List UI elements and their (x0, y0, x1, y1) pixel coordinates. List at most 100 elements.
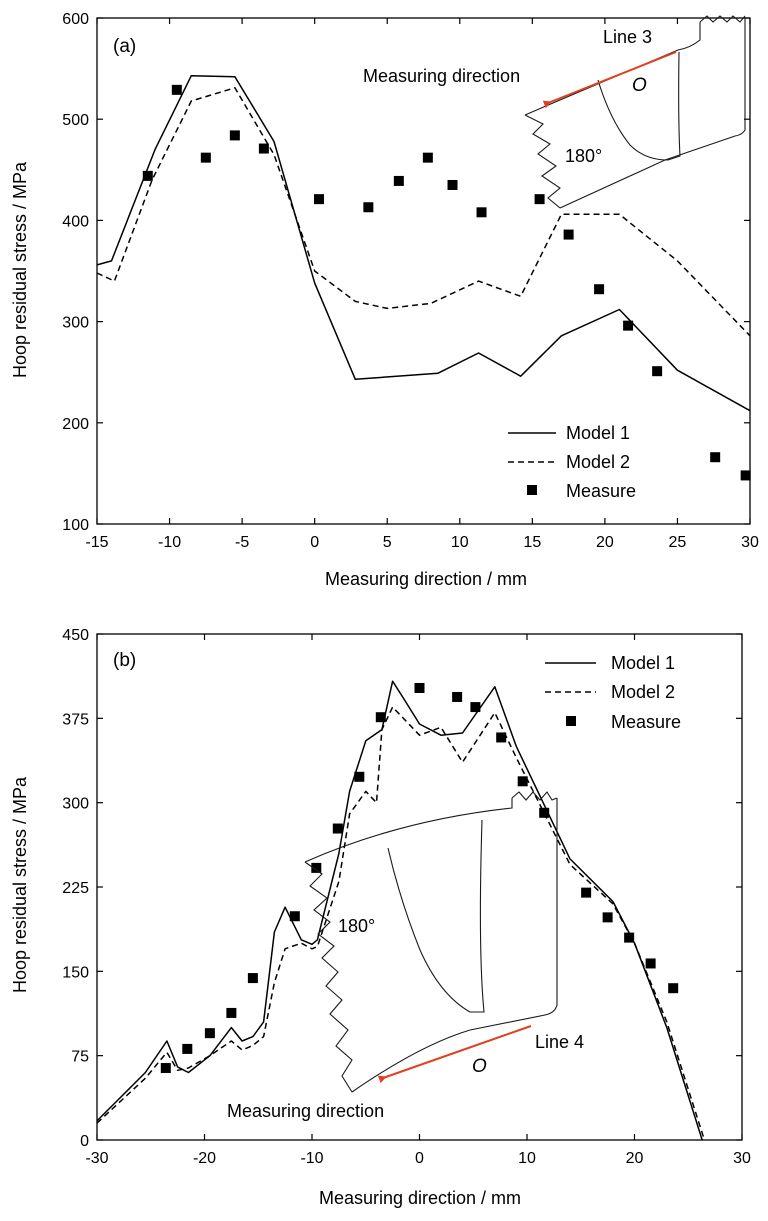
panel-b-measure-point (452, 691, 463, 702)
panel-b-sketch-right-edge (351, 798, 558, 1093)
panel-a-sketch-right-edge (559, 18, 746, 209)
panel-a-model-2-line (96, 87, 751, 337)
panel-a: -15 -10 -5 0 5 10 15 20 25 30 100 200 300 400 500 600 (… (10, 11, 759, 589)
panel-a-sketch-top-zigzag (699, 15, 746, 23)
panel-b-legend-measure-swatch (566, 716, 576, 726)
panel-b-series (96, 680, 706, 1141)
panel-a-label: (a) (113, 36, 136, 57)
panel-a-x-tick-label: 30 (741, 534, 759, 551)
panel-b-measure-point (354, 771, 365, 782)
panel-a-y-tick-label: 400 (62, 213, 89, 230)
panel-a-sketch-weld-bead (597, 51, 681, 161)
panel-b-sketch-top-zigzag (511, 791, 558, 801)
panel-a-measure-point (476, 207, 487, 218)
panel-a-measure-point (594, 284, 605, 295)
panel-b-y-axis-title: Hoop residual stress / MPa (10, 776, 30, 993)
panel-b-y-tick-label: 225 (62, 880, 89, 897)
panel-b-measure-point (311, 862, 322, 873)
panel-b-x-tick-label: 0 (415, 1150, 424, 1167)
panel-b-measure-point (375, 712, 386, 723)
panel-b-measure-point (160, 1063, 171, 1074)
panel-a-legend: Model 1 Model 2 Measure (508, 423, 636, 501)
panel-a-measure-point (314, 194, 325, 205)
panel-b-inset-angle-label: 180° (338, 916, 375, 936)
panel-b-x-tick-label: 10 (518, 1150, 536, 1167)
panel-a-measure-point (393, 175, 404, 186)
panel-a-x-tick-label: 10 (451, 534, 469, 551)
panel-a-plot-frame (96, 17, 751, 525)
panel-a-x-tick-label: 15 (523, 534, 541, 551)
panel-b-x-tick-label: 30 (733, 1150, 751, 1167)
panel-b-inset-line-label: Line 4 (535, 1032, 584, 1052)
panel-b-legend-model1: Model 1 (611, 653, 675, 673)
panel-a-legend-model2: Model 2 (566, 452, 630, 472)
panel-a-sketch-upper-edge (524, 22, 701, 116)
panel-b-measure-point (182, 1043, 193, 1054)
panel-a-x-tick-label: -10 (158, 534, 181, 551)
panel-a-x-tick-label: -5 (235, 534, 249, 551)
panel-b-measure-point (624, 932, 635, 943)
panel-b-measure-point (581, 887, 592, 898)
panel-b-legend-measure: Measure (611, 712, 681, 732)
panel-b-measure-point (332, 823, 343, 834)
panel-a-sketch-left-zigzag (524, 114, 561, 209)
panel-b-model-1-line (96, 680, 703, 1141)
panel-b-inset-origin-label: O (472, 1056, 487, 1077)
panel-b-measure-point (602, 912, 613, 923)
panel-a-legend-measure: Measure (566, 481, 636, 501)
panel-a-y-tick-label: 300 (62, 315, 89, 332)
panel-a-y-tick-label: 500 (62, 112, 89, 129)
panel-b-measure-point (414, 682, 425, 693)
panel-b-y-tick-label: 75 (71, 1049, 89, 1066)
panel-b-x-tick-label: -30 (85, 1150, 108, 1167)
panel-b-x-tick-label: -10 (300, 1150, 323, 1167)
panel-b-inset-sketch: Line 4 Measuring direction 180° O (227, 791, 584, 1121)
panel-a-measure-point (363, 202, 374, 213)
panel-a-x-tick-label: -15 (85, 534, 108, 551)
panel-a-measure-point (740, 470, 751, 481)
panel-a-x-tick-label: 0 (310, 534, 319, 551)
panel-a-x-tick-label: 20 (596, 534, 614, 551)
panel-b-x-axis-title: Measuring direction / mm (319, 1188, 521, 1208)
panel-b-legend: Model 1 Model 2 Measure (545, 653, 681, 732)
panel-b-y-tick-label: 375 (62, 711, 89, 728)
panel-b-measuring-arrow (377, 1025, 532, 1084)
panel-b-measure-point (204, 1028, 215, 1039)
panel-a-inset-origin-label: O (632, 75, 647, 96)
panel-b-measure-point (668, 983, 679, 994)
panel-a-model-1-line (96, 74, 751, 412)
panel-b-y-tick-label: 150 (62, 964, 89, 981)
panel-b-model-2-line (96, 706, 706, 1141)
panel-b-measure-point (470, 702, 481, 713)
panel-a-measure-point (652, 366, 663, 377)
panel-b-y-tick-label: 0 (80, 1133, 89, 1150)
panel-b-x-tick-label: -20 (193, 1150, 216, 1167)
panel-b-x-tick-label: 20 (626, 1150, 644, 1167)
panel-a-ticks: -15 -10 -5 0 5 10 15 20 25 30 100 200 300 400 500 600 (62, 11, 759, 551)
panel-a-measure-point (563, 229, 574, 240)
panel-b-measure-point (645, 958, 656, 969)
panel-a-measure-point (229, 130, 240, 141)
panel-a-inset-line-label: Line 3 (603, 27, 652, 47)
panel-a-measure-point (142, 170, 153, 181)
panel-a-y-axis-title: Hoop residual stress / MPa (10, 161, 30, 378)
panel-a-legend-model1: Model 1 (566, 423, 630, 443)
panel-b-sketch-upper-edge (304, 798, 513, 863)
panel-a-measuring-arrow (542, 51, 677, 109)
panel-a-measure-point (200, 152, 211, 163)
panel-b-measure-point (247, 973, 258, 984)
panel-b-inset-direction-label: Measuring direction (227, 1101, 384, 1121)
panel-a-inset-direction-label: Measuring direction (363, 66, 520, 86)
panel-b-measure-point (496, 732, 507, 743)
panel-b-legend-model2: Model 2 (611, 682, 675, 702)
panel-a-legend-measure-swatch (527, 485, 537, 495)
panel-a-x-tick-label: 5 (383, 534, 392, 551)
panel-a-y-tick-label: 100 (62, 517, 89, 534)
panel-b-label: (b) (113, 650, 136, 671)
panel-a-measure-point (710, 452, 721, 463)
panel-a-series (96, 74, 751, 481)
panel-b-sketch-weld-bead (387, 819, 485, 1013)
